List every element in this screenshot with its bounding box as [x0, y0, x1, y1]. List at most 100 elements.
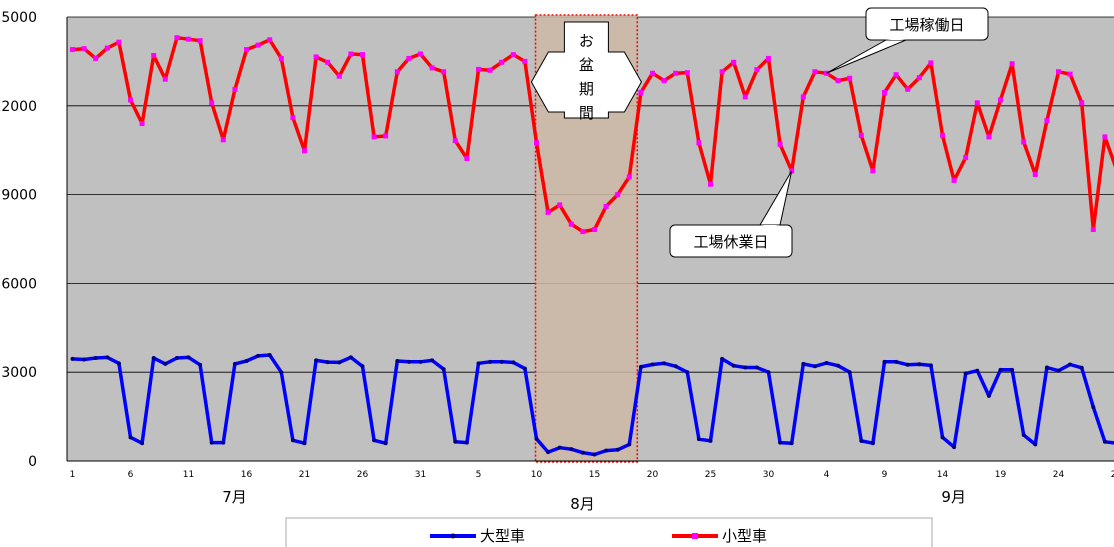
series-line: [72, 353, 1114, 457]
data-point: [255, 42, 261, 48]
month-label: 8月: [570, 495, 595, 513]
data-point: [140, 441, 145, 446]
data-point: [789, 441, 794, 446]
data-point: [708, 438, 713, 443]
legend-label: 小型車: [722, 527, 767, 545]
data-point: [650, 70, 655, 76]
highlight-label-char: 間: [579, 104, 594, 122]
x-tick-label: 31: [415, 470, 426, 480]
data-point: [928, 363, 933, 368]
data-point: [232, 361, 237, 366]
data-point: [685, 370, 690, 375]
x-tick-label: 1: [70, 470, 76, 480]
data-point: [279, 370, 284, 375]
data-point: [777, 141, 783, 147]
data-point: [336, 73, 342, 79]
data-point: [858, 132, 864, 138]
data-point: [267, 37, 273, 43]
x-tick-label: 6: [128, 470, 134, 480]
data-point: [998, 367, 1003, 372]
x-tick-label: 11: [183, 470, 194, 480]
data-point: [626, 174, 632, 180]
legend-box: [285, 517, 933, 547]
data-point: [441, 367, 446, 372]
data-point: [638, 89, 644, 95]
data-point: [174, 355, 179, 360]
x-tick-label: 26: [357, 470, 369, 480]
data-point: [406, 359, 411, 364]
data-point: [314, 358, 319, 363]
data-point: [917, 362, 922, 367]
data-point: [151, 355, 156, 360]
data-point: [1009, 61, 1015, 67]
x-tick-label: 24: [1053, 470, 1065, 480]
month-labels: 7月 8月 9月: [222, 488, 966, 513]
data-point: [1044, 118, 1050, 124]
data-point: [371, 134, 377, 140]
callout-box: [669, 224, 793, 258]
series-1: [70, 353, 1114, 457]
y-tick-label: 15000: [0, 10, 37, 26]
data-point: [696, 437, 701, 442]
data-point: [731, 59, 737, 65]
data-point: [104, 45, 110, 51]
data-point: [1079, 365, 1084, 370]
data-point: [534, 436, 539, 441]
data-point: [778, 440, 783, 445]
data-point: [82, 357, 87, 362]
data-point: [290, 115, 296, 121]
data-point: [209, 440, 214, 445]
data-point: [952, 445, 957, 450]
data-point: [905, 86, 911, 92]
data-point: [1067, 71, 1073, 77]
data-point: [998, 97, 1003, 103]
data-point: [476, 66, 481, 72]
data-point: [1056, 368, 1061, 373]
data-point: [603, 203, 609, 209]
data-point: [313, 54, 319, 60]
data-point: [278, 55, 284, 61]
data-point: [824, 361, 829, 366]
callout-joint: [886, 39, 906, 40]
data-point: [754, 365, 759, 370]
data-point: [882, 89, 887, 95]
x-tick-label: 15: [589, 470, 600, 480]
data-point: [974, 100, 980, 106]
data-point: [847, 370, 852, 375]
data-point: [870, 441, 875, 446]
data-point: [1090, 227, 1096, 233]
data-point: [1102, 134, 1108, 140]
y-tick-label: 12000: [0, 99, 37, 115]
data-point: [1021, 432, 1026, 437]
data-point: [290, 438, 295, 443]
data-point: [568, 221, 574, 227]
data-point: [963, 155, 969, 161]
x-tick-label: 10: [531, 470, 543, 480]
data-point: [662, 361, 667, 366]
data-point: [511, 360, 516, 365]
data-point: [360, 364, 365, 369]
data-point: [940, 435, 945, 440]
data-point: [638, 364, 643, 369]
legend-swatch-marker: [450, 533, 456, 539]
x-tick-label: 16: [241, 470, 253, 480]
data-point: [731, 363, 736, 368]
data-point: [70, 47, 75, 53]
data-point: [1091, 405, 1096, 410]
series-layer: [70, 35, 1114, 457]
data-point: [453, 439, 458, 444]
data-point: [105, 355, 110, 360]
data-point: [696, 140, 702, 146]
data-point: [894, 359, 899, 364]
data-point: [499, 59, 505, 65]
data-point: [847, 75, 853, 81]
data-point: [325, 360, 330, 365]
data-point: [1032, 171, 1038, 177]
data-point: [859, 438, 864, 443]
data-point: [302, 441, 307, 446]
y-tick-label: 9000: [1, 188, 37, 204]
highlight-label-box: [530, 21, 642, 119]
data-point: [163, 361, 168, 366]
data-point: [162, 76, 168, 82]
